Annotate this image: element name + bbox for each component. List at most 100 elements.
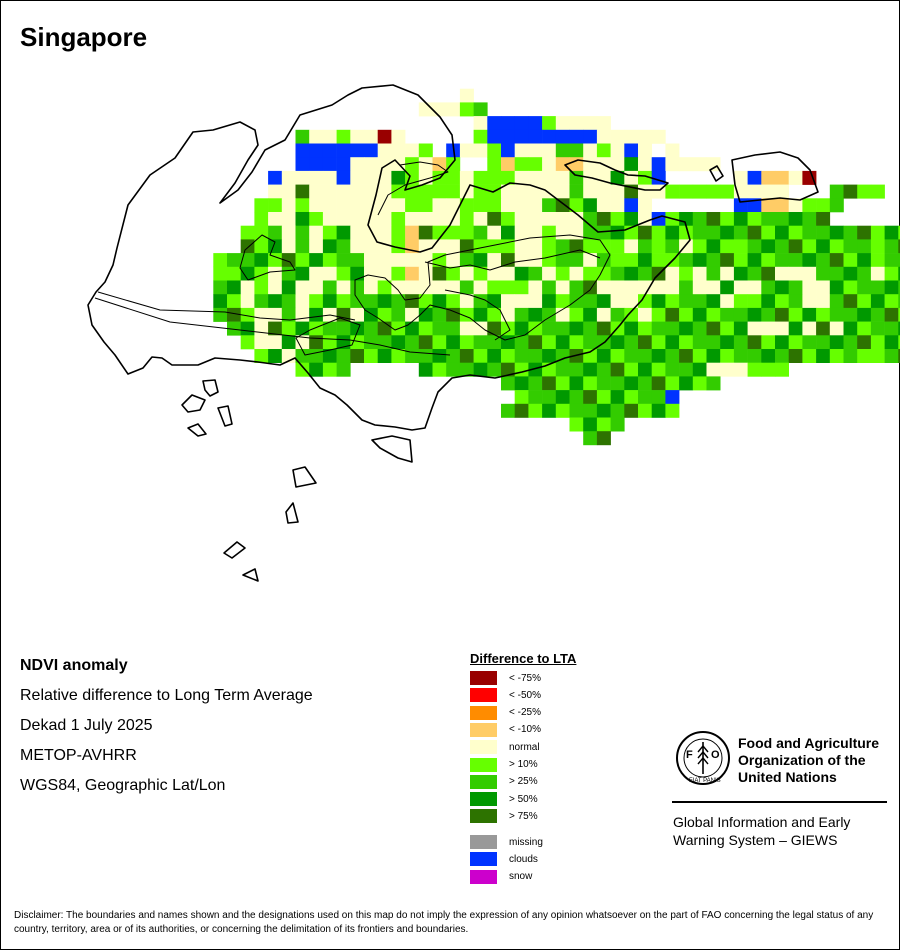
ndvi-cell bbox=[761, 307, 776, 322]
legend-label: > 10% bbox=[509, 759, 538, 770]
ndvi-cell bbox=[720, 280, 735, 295]
ndvi-cell bbox=[487, 280, 502, 295]
ndvi-cell bbox=[870, 239, 885, 254]
ndvi-cell bbox=[501, 143, 515, 158]
ndvi-cell bbox=[459, 294, 474, 309]
ndvi-cell bbox=[870, 321, 885, 336]
ndvi-cell bbox=[638, 253, 652, 268]
ndvi-cell bbox=[336, 349, 351, 363]
ndvi-cell bbox=[542, 239, 557, 254]
ndvi-cell bbox=[514, 376, 529, 391]
ndvi-cell bbox=[706, 266, 721, 281]
ndvi-cell bbox=[295, 280, 310, 295]
ndvi-cell bbox=[555, 129, 570, 144]
ndvi-cell bbox=[514, 253, 529, 268]
ndvi-cell bbox=[377, 198, 392, 213]
ndvi-cell bbox=[322, 129, 337, 144]
ndvi-cell bbox=[514, 198, 529, 213]
ndvi-cell bbox=[350, 321, 365, 336]
ndvi-cell bbox=[733, 280, 748, 295]
ndvi-cell bbox=[501, 362, 515, 377]
ndvi-cell bbox=[884, 294, 899, 309]
ndvi-cell bbox=[775, 335, 789, 350]
ndvi-cell bbox=[651, 349, 666, 363]
ndvi-cell bbox=[364, 239, 378, 254]
ndvi-cell bbox=[432, 321, 447, 336]
ndvi-cell bbox=[706, 294, 721, 309]
ndvi-cell bbox=[514, 307, 529, 322]
inner-boundary-2 bbox=[94, 297, 451, 356]
ndvi-cell bbox=[555, 225, 570, 240]
ndvi-cell bbox=[761, 170, 776, 185]
ndvi-cell bbox=[610, 294, 625, 309]
island-8 bbox=[242, 568, 259, 582]
ndvi-cell bbox=[679, 294, 694, 309]
ndvi-cell bbox=[706, 212, 721, 226]
ndvi-cell bbox=[501, 280, 515, 295]
ndvi-cell bbox=[377, 212, 392, 226]
ndvi-cell bbox=[706, 335, 721, 350]
ndvi-cell bbox=[295, 239, 310, 254]
legend-label: < -50% bbox=[509, 689, 541, 701]
ndvi-cell bbox=[898, 239, 900, 254]
ndvi-cell bbox=[309, 239, 324, 254]
ndvi-cell bbox=[665, 321, 680, 336]
ndvi-cell bbox=[364, 157, 378, 172]
ndvi-cell bbox=[733, 239, 748, 254]
ndvi-cell bbox=[405, 307, 420, 322]
ndvi-cell bbox=[322, 362, 337, 377]
inner-boundary-3 bbox=[239, 234, 296, 281]
ndvi-cell bbox=[405, 212, 420, 226]
ndvi-cell bbox=[583, 362, 598, 377]
ndvi-cell bbox=[418, 184, 433, 199]
ndvi-cell bbox=[706, 349, 721, 363]
ndvi-cell bbox=[610, 362, 625, 377]
legend-swatch bbox=[470, 792, 497, 807]
emblem-letter-f: F bbox=[686, 749, 693, 761]
ndvi-cell bbox=[418, 225, 433, 240]
ndvi-cell bbox=[596, 170, 611, 185]
ndvi-cell bbox=[350, 307, 365, 322]
disclaimer: Disclaimer: The boundaries and names sho… bbox=[14, 910, 874, 935]
ndvi-cell bbox=[720, 335, 735, 350]
ndvi-cell bbox=[569, 212, 584, 226]
legend-label: missing bbox=[509, 836, 543, 848]
ndvi-cell bbox=[432, 239, 447, 254]
legend-swatch bbox=[470, 757, 497, 772]
ndvi-cell bbox=[583, 239, 598, 254]
ndvi-cell bbox=[254, 198, 269, 213]
ndvi-cell bbox=[514, 335, 529, 350]
ndvi-cell bbox=[336, 362, 351, 377]
ndvi-cell bbox=[446, 198, 461, 213]
legend-label: < -10% bbox=[509, 724, 541, 736]
ndvi-cell bbox=[733, 253, 748, 268]
ndvi-cell bbox=[377, 321, 392, 336]
ndvi-cell bbox=[596, 225, 611, 240]
ndvi-cell bbox=[364, 349, 378, 363]
ndvi-cell bbox=[514, 225, 529, 240]
ndvi-cell bbox=[528, 157, 543, 172]
ndvi-cell bbox=[542, 198, 557, 213]
ndvi-cell bbox=[514, 266, 529, 281]
ndvi-cell bbox=[446, 253, 461, 268]
ndvi-cell bbox=[487, 157, 502, 172]
ndvi-cell bbox=[829, 239, 844, 254]
ndvi-cell bbox=[555, 335, 570, 350]
ndvi-cell bbox=[295, 212, 310, 226]
ndvi-cell bbox=[692, 376, 707, 391]
ndvi-cell bbox=[377, 239, 392, 254]
ndvi-cell bbox=[706, 157, 721, 172]
ndvi-cell bbox=[555, 362, 570, 377]
ndvi-cell bbox=[583, 307, 598, 322]
ndvi-cell bbox=[802, 225, 817, 240]
ndvi-cell bbox=[309, 157, 324, 172]
ndvi-cell bbox=[857, 280, 872, 295]
ndvi-cell bbox=[350, 294, 365, 309]
ndvi-cell bbox=[418, 266, 433, 281]
ndvi-cell bbox=[651, 157, 666, 172]
ndvi-cell bbox=[432, 307, 447, 322]
ndvi-cell bbox=[459, 143, 474, 158]
ndvi-cell bbox=[405, 335, 420, 350]
ndvi-cell bbox=[638, 335, 652, 350]
ndvi-cell bbox=[295, 225, 310, 240]
